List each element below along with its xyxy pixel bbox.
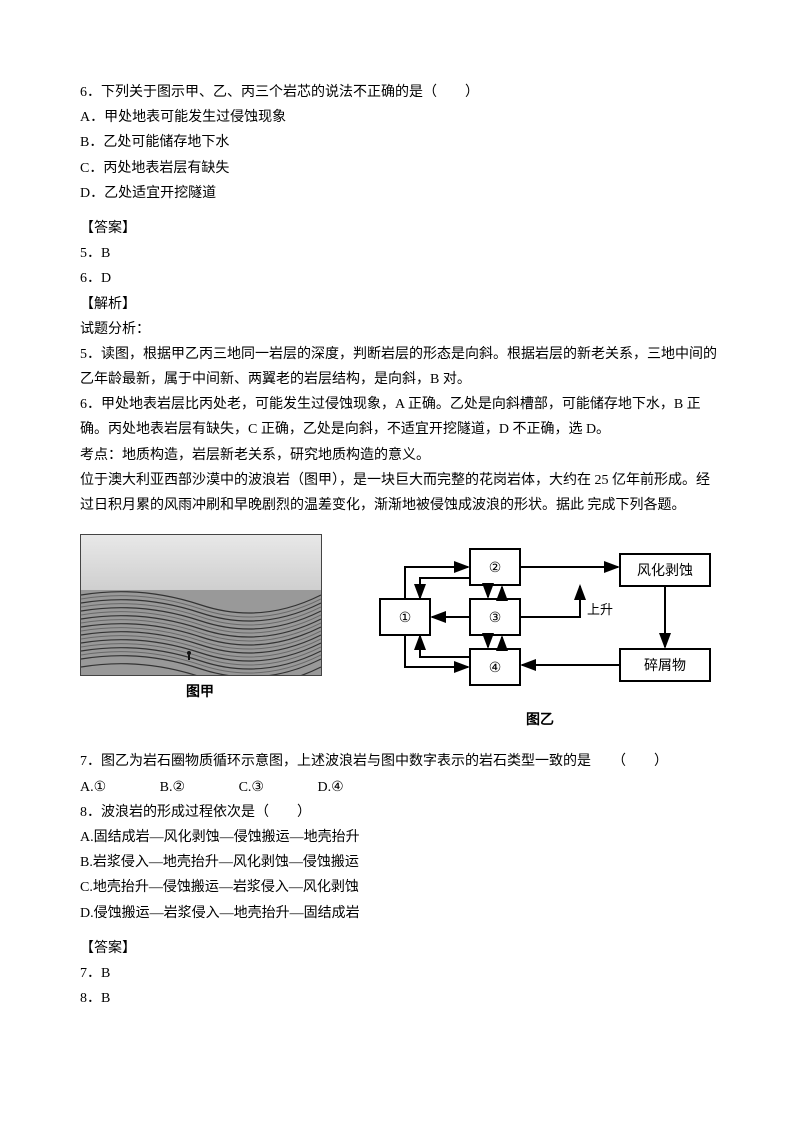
answer-7: 7．B bbox=[80, 961, 720, 986]
q7-opt-c: C.③ bbox=[239, 775, 264, 800]
figure-right-caption: 图乙 bbox=[360, 708, 720, 733]
answer-header: 【答案】 bbox=[80, 216, 720, 241]
box-3-label: ③ bbox=[489, 611, 502, 626]
q8-opt-d: D.侵蚀搬运—岩浆侵入—地壳抬升—固结成岩 bbox=[80, 901, 720, 926]
q6-opt-c: C．丙处地表岩层有缺失 bbox=[80, 156, 720, 181]
figure-left: 图甲 bbox=[80, 534, 320, 705]
answer-6: 6．D bbox=[80, 266, 720, 291]
label-up: 上升 bbox=[587, 602, 613, 617]
box-weather-label: 风化剥蚀 bbox=[637, 563, 693, 579]
passage: 位于澳大利亚西部沙漠中的波浪岩（图甲），是一块巨大而完整的花岗岩体，大约在 25… bbox=[80, 468, 720, 518]
q7-opt-b: B.② bbox=[160, 775, 185, 800]
explain-6: 6．甲处地表岩层比丙处老，可能发生过侵蚀现象，A 正确。乙处是向斜槽部，可能储存… bbox=[80, 392, 720, 442]
q8-opt-a: A.固结成岩—风化剥蚀—侵蚀搬运—地壳抬升 bbox=[80, 825, 720, 850]
q7-stem: 7．图乙为岩石圈物质循环示意图，上述波浪岩与图中数字表示的岩石类型一致的是 （ … bbox=[80, 749, 720, 774]
explain-header: 【解析】 bbox=[80, 292, 720, 317]
q6-opt-d: D．乙处适宜开挖隧道 bbox=[80, 181, 720, 206]
answer-5: 5．B bbox=[80, 241, 720, 266]
box-4-label: ④ bbox=[489, 661, 502, 676]
figure-left-caption: 图甲 bbox=[80, 680, 320, 705]
figure-right: ① ② ③ ④ 风化剥蚀 碎屑物 bbox=[360, 534, 720, 733]
explain-intro: 试题分析： bbox=[80, 317, 720, 342]
answer-header-2: 【答案】 bbox=[80, 936, 720, 961]
explain-5: 5．读图，根据甲乙丙三地同一岩层的深度，判断岩层的形态是向斜。根据岩层的新老关系… bbox=[80, 342, 720, 392]
wave-rock-image bbox=[80, 534, 322, 676]
q6-opt-a: A．甲处地表可能发生过侵蚀现象 bbox=[80, 105, 720, 130]
q7-options: A.① B.② C.③ D.④ bbox=[80, 775, 720, 800]
figures-row: 图甲 ① ② ③ ④ 风化剥蚀 碎屑物 bbox=[80, 534, 720, 733]
q6-stem: 6．下列关于图示甲、乙、丙三个岩芯的说法不正确的是（ ） bbox=[80, 80, 720, 105]
box-debris-label: 碎屑物 bbox=[644, 658, 686, 674]
q7-opt-d: D.④ bbox=[317, 775, 343, 800]
q8-opt-c: C.地壳抬升—侵蚀搬运—岩浆侵入—风化剥蚀 bbox=[80, 875, 720, 900]
q7-opt-a: A.① bbox=[80, 775, 106, 800]
q6-opt-b: B．乙处可能储存地下水 bbox=[80, 130, 720, 155]
box-1-label: ① bbox=[399, 611, 412, 626]
answer-8: 8．B bbox=[80, 986, 720, 1011]
box-2-label: ② bbox=[489, 561, 502, 576]
q8-stem: 8．波浪岩的形成过程依次是（ ） bbox=[80, 800, 720, 825]
q8-opt-b: B.岩浆侵入—地壳抬升—风化剥蚀—侵蚀搬运 bbox=[80, 850, 720, 875]
kaodian: 考点：地质构造，岩层新老关系，研究地质构造的意义。 bbox=[80, 443, 720, 468]
